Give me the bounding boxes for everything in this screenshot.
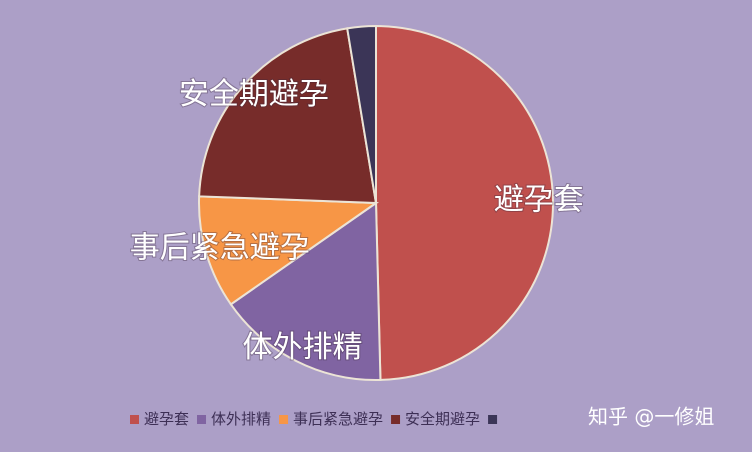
- legend: 避孕套 体外排精 事后紧急避孕 安全期避孕: [130, 410, 498, 428]
- legend-swatch: [391, 415, 401, 424]
- slice-label: 体外排精: [243, 330, 363, 365]
- legend-label: 安全期避孕: [405, 410, 480, 428]
- legend-swatch: [197, 415, 207, 424]
- pie-slice: [229, 201, 382, 381]
- pie-slice: [346, 24, 377, 204]
- legend-label: 避孕套: [144, 410, 189, 428]
- legend-label: 体外排精: [211, 410, 271, 428]
- pie: [198, 24, 554, 381]
- slice-label: 安全期避孕: [179, 77, 329, 112]
- legend-label: 事后紧急避孕: [293, 410, 383, 428]
- slice-label: 事后紧急避孕: [130, 230, 310, 265]
- slice-label: 避孕套: [494, 182, 584, 217]
- legend-swatch: [130, 415, 139, 424]
- legend-swatch: [488, 415, 498, 424]
- legend-swatch: [279, 415, 289, 424]
- watermark: 知乎 @一修姐: [588, 405, 714, 429]
- pie-slice: [198, 27, 378, 205]
- pie-slice: [375, 24, 554, 381]
- pie-slice: [198, 195, 380, 306]
